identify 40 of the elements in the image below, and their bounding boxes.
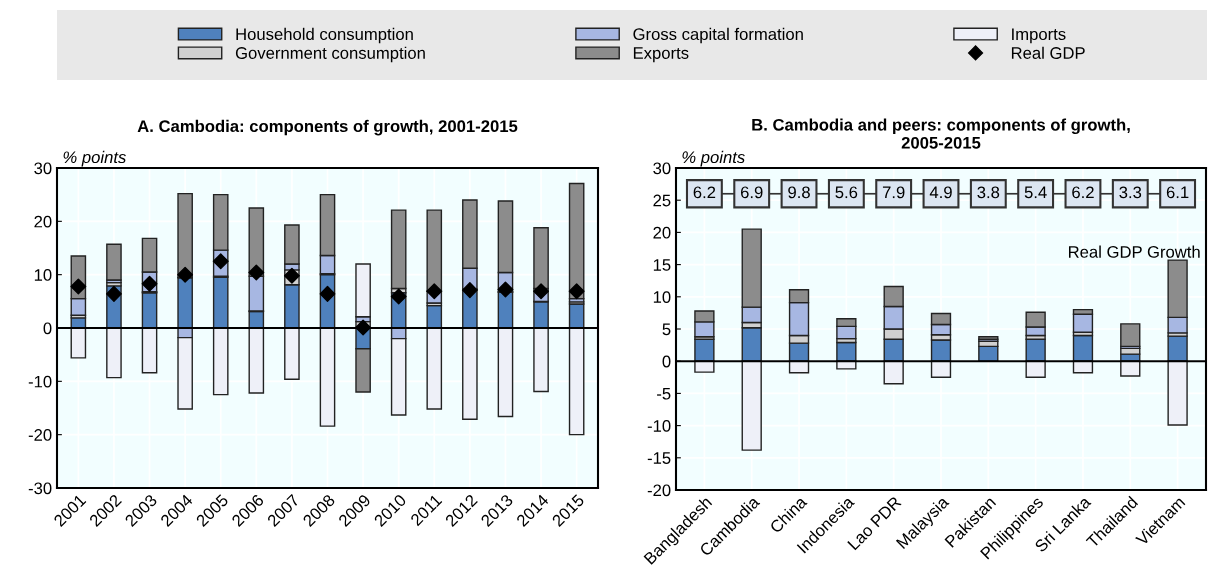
y-tick-label: -10 xyxy=(28,375,52,388)
y-tick-label: -20 xyxy=(647,484,671,497)
legend-label: Gross capital formation xyxy=(633,27,803,44)
y-tick-label: -10 xyxy=(647,420,671,432)
y-tick-label: -5 xyxy=(657,387,671,400)
annotation: Real GDP Growth xyxy=(1068,245,1200,258)
y-tick-label: -20 xyxy=(28,429,52,441)
annotation: 6.2 xyxy=(1072,186,1094,199)
chart-title: B. Cambodia and peers: components of growth, 2005-2015 xyxy=(752,118,1130,149)
legend-label: Household consumption xyxy=(236,27,413,44)
y-tick-label: 25 xyxy=(653,194,671,207)
annotation: 3.8 xyxy=(977,186,1000,199)
y-tick-label: 10 xyxy=(34,269,52,281)
legend-label: Real GDP xyxy=(1011,46,1085,59)
legend-label: Exports xyxy=(633,47,689,63)
annotation: 6.1 xyxy=(1166,186,1189,199)
y-tick-label: 0 xyxy=(662,355,671,368)
y-axis-title: % points xyxy=(63,150,126,167)
y-tick-label: 20 xyxy=(34,215,52,228)
annotation: 7.9 xyxy=(882,186,905,199)
annotation: 9.8 xyxy=(788,186,810,199)
y-tick-label: -15 xyxy=(647,452,671,464)
annotation: 5.6 xyxy=(835,186,858,199)
annotation: 3.3 xyxy=(1119,186,1142,199)
y-tick-label: 20 xyxy=(653,226,671,239)
y-tick-label: 10 xyxy=(653,291,671,303)
y-tick-label: 0 xyxy=(43,322,52,335)
y-tick-label: -30 xyxy=(28,482,52,495)
annotation: 6.9 xyxy=(740,186,763,199)
y-tick-label: 30 xyxy=(34,162,52,175)
chart-title: A. Cambodia: components of growth, 2001-2015 xyxy=(137,119,518,136)
y-tick-label: 5 xyxy=(662,323,671,336)
legend-label: Government consumption xyxy=(235,46,425,63)
annotation: 5.4 xyxy=(1024,186,1047,199)
annotation: 4.9 xyxy=(929,186,952,199)
y-axis-title: % points xyxy=(682,150,745,167)
y-tick-label: 15 xyxy=(653,259,671,271)
legend-label: Imports xyxy=(1012,28,1066,44)
y-tick-label: 30 xyxy=(653,162,671,175)
annotation: 6.2 xyxy=(693,186,716,199)
